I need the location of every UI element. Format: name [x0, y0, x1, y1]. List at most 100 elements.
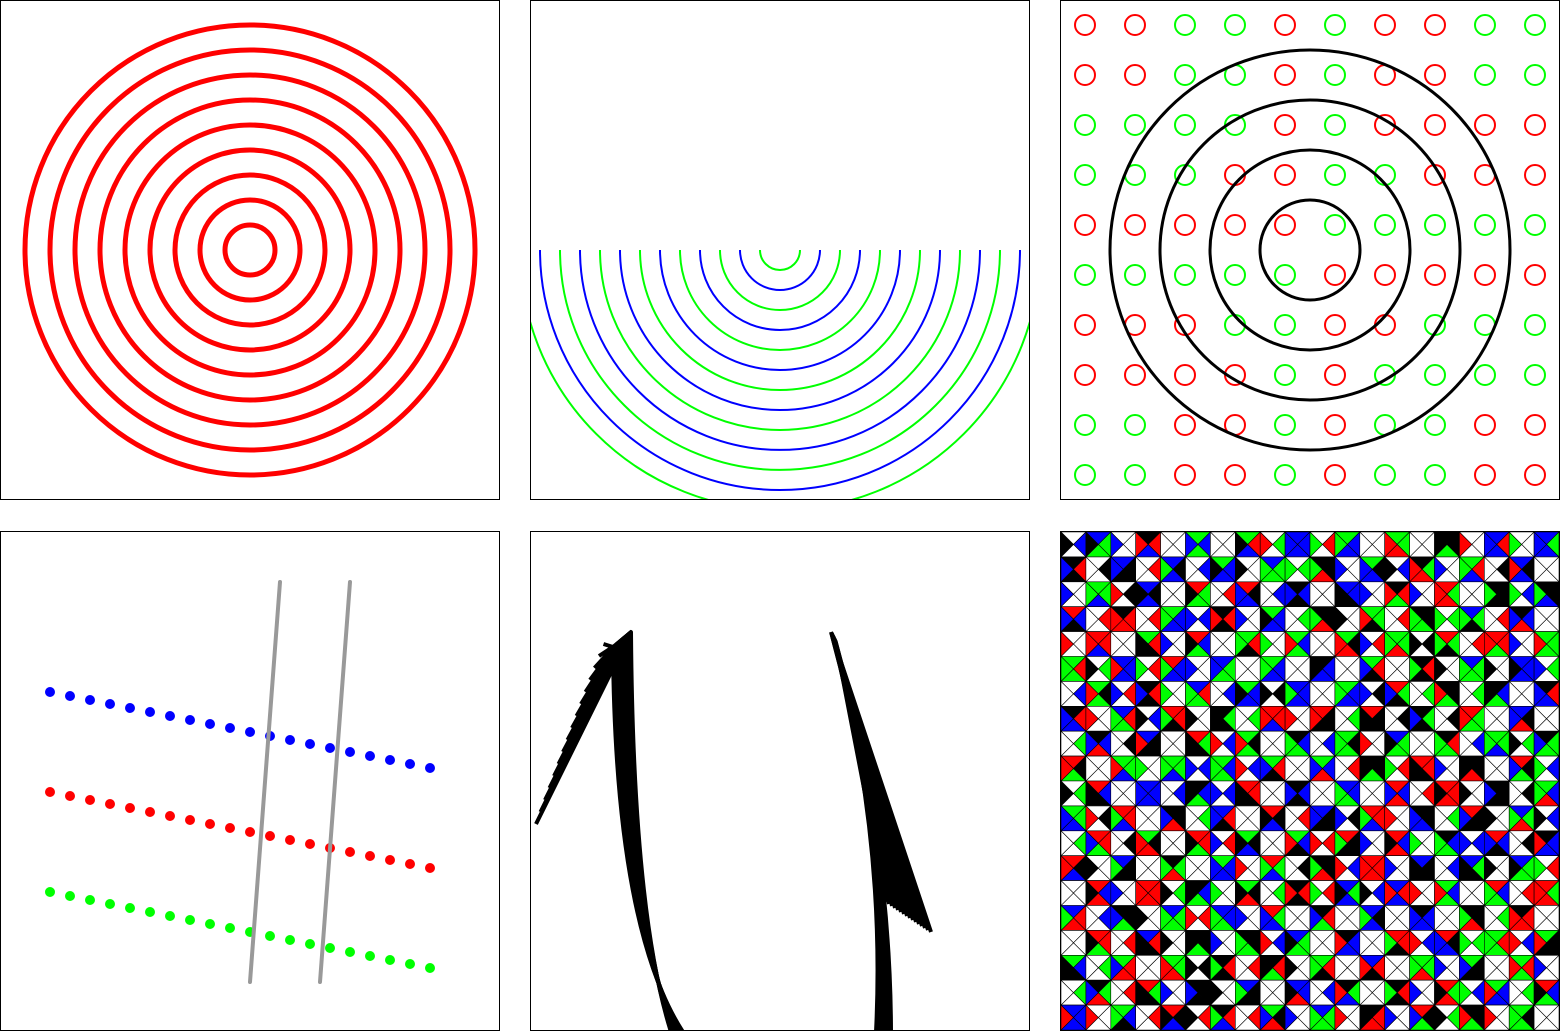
tile-triangle [1309, 755, 1323, 782]
tile-triangle [1459, 929, 1473, 957]
tile-triangle [1459, 630, 1473, 658]
tile-triangle [1235, 854, 1249, 882]
tile-triangle [1508, 755, 1523, 782]
tile-triangle [1185, 605, 1199, 633]
small-circle [1324, 64, 1346, 86]
tile-triangle [1309, 556, 1323, 583]
tile-triangle [1508, 780, 1523, 807]
row-dot [45, 687, 55, 697]
small-circle [1274, 264, 1296, 286]
tile-triangle [1160, 556, 1174, 583]
tile-triangle [1459, 556, 1473, 583]
panel-alternating-semicircles [530, 0, 1030, 500]
small-circle [1424, 414, 1446, 436]
tile-triangle [1334, 556, 1348, 583]
tile-triangle [1409, 929, 1423, 957]
small-circle [1524, 364, 1546, 386]
semicircle-arc [639, 249, 921, 391]
tile-triangle [1284, 755, 1298, 782]
tile-triangle [1359, 680, 1373, 708]
tile-triangle [1235, 730, 1249, 757]
small-circle [1124, 64, 1146, 86]
tile-triangle [1334, 979, 1348, 1006]
tile-triangle [1508, 630, 1523, 658]
tile-triangle [1384, 780, 1398, 807]
tile-triangle [1160, 904, 1174, 932]
tile-triangle [1160, 605, 1174, 633]
tile-triangle [1533, 581, 1547, 608]
row-dot [125, 803, 135, 813]
tile-triangle [1085, 680, 1099, 708]
large-ring [1158, 98, 1462, 402]
row-dot [145, 907, 155, 917]
tile-triangle [1309, 730, 1323, 757]
tile-triangle [1061, 830, 1074, 857]
tile-triangle [1508, 532, 1523, 558]
tile-triangle [1210, 730, 1224, 757]
tile-triangle [1284, 581, 1298, 608]
tile-triangle [1334, 1004, 1348, 1030]
tile-triangle [1284, 730, 1298, 757]
row-dot [165, 811, 175, 821]
tile-triangle [1061, 730, 1074, 757]
tile-triangle [1533, 854, 1547, 882]
crossing-line [318, 580, 352, 984]
tile-triangle [1409, 954, 1423, 981]
tile-triangle [1160, 780, 1174, 807]
tile-triangle [1284, 954, 1298, 981]
tile-triangle [1185, 929, 1199, 957]
small-circle [1174, 214, 1196, 236]
small-circle [1124, 464, 1146, 486]
tile-triangle [1533, 954, 1547, 981]
tile-triangle [1384, 680, 1398, 708]
row-dot [425, 863, 435, 873]
tile-triangle [1110, 755, 1124, 782]
row-dot [305, 839, 315, 849]
panel-triangle-tiles [1060, 531, 1560, 1031]
small-circle [1424, 364, 1446, 386]
tile-triangle [1135, 556, 1149, 583]
tile-triangle [1334, 879, 1348, 907]
tile-triangle [1483, 630, 1498, 658]
tile-triangle [1508, 730, 1523, 757]
tile-triangle [1185, 954, 1199, 981]
semicircle-arc [599, 249, 961, 431]
small-circle [1324, 314, 1346, 336]
tile-triangle [1459, 830, 1473, 857]
tile-triangle [1483, 830, 1498, 857]
small-circle [1524, 314, 1546, 336]
small-circle [1274, 314, 1296, 336]
tile-triangle [1434, 929, 1448, 957]
small-circle [1074, 314, 1096, 336]
tile-triangle [1459, 705, 1473, 732]
row-dot [385, 855, 395, 865]
tile-triangle [1459, 730, 1473, 757]
line-fans-drawing [534, 630, 933, 1030]
tile-triangle [1434, 680, 1448, 708]
tile-triangle [1384, 605, 1398, 633]
tile-triangle [1110, 904, 1124, 932]
tile-triangle [1259, 655, 1274, 683]
tile-triangle [1434, 879, 1448, 907]
tile-triangle [1434, 655, 1448, 683]
tile-triangle [1334, 904, 1348, 932]
tile-triangle [1459, 879, 1473, 907]
tile-triangle [1434, 854, 1448, 882]
tile-triangle [1533, 705, 1547, 732]
tile-triangle [1185, 854, 1199, 882]
tile-triangle [1235, 532, 1249, 558]
tile-triangle [1110, 655, 1124, 683]
tile-triangle [1135, 680, 1149, 708]
small-circle [1174, 464, 1196, 486]
tile-triangle [1384, 755, 1398, 782]
tile-triangle [1210, 1004, 1224, 1030]
tile-triangle [1185, 730, 1199, 757]
tile-triangle [1508, 830, 1523, 857]
tile-triangle [1185, 879, 1199, 907]
tile-triangle [1085, 780, 1099, 807]
row-dot [125, 703, 135, 713]
tile-triangle [1061, 581, 1074, 608]
small-circle [1374, 264, 1396, 286]
small-circle [1074, 214, 1096, 236]
tile-triangle [1085, 1004, 1099, 1030]
